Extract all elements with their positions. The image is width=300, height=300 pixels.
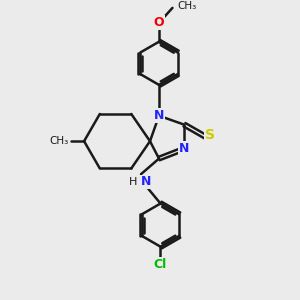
Text: S: S [205,128,215,142]
Text: N: N [154,109,164,122]
Text: N: N [179,142,190,155]
Text: N: N [141,175,151,188]
Text: H: H [129,177,138,187]
Text: O: O [154,16,164,29]
Text: Cl: Cl [154,258,167,272]
Text: CH₃: CH₃ [49,136,68,146]
Text: CH₃: CH₃ [178,2,197,11]
